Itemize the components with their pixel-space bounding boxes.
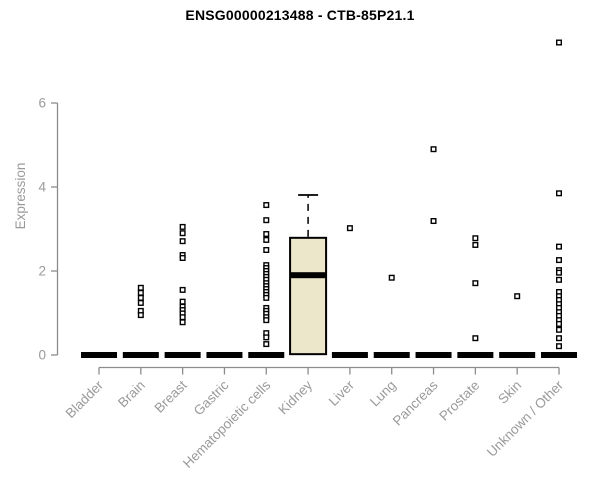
- data-point: [179, 254, 186, 261]
- data-point: [555, 190, 562, 197]
- data-point: [263, 231, 270, 238]
- data-point: [179, 230, 186, 237]
- data-point: [179, 238, 186, 245]
- data-point: [514, 293, 521, 300]
- collapsed-box: [122, 352, 159, 358]
- data-point: [430, 146, 437, 153]
- data-point: [137, 299, 144, 306]
- chart-title: ENSG00000213488 - CTB-85P21.1: [185, 7, 415, 23]
- x-category-label: Gastric: [191, 377, 232, 418]
- y-tick-label: 6: [38, 96, 46, 111]
- data-point: [555, 276, 562, 283]
- y-tick-label: 0: [38, 348, 46, 363]
- collapsed-box: [206, 352, 243, 358]
- collapsed-box: [164, 352, 201, 358]
- data-point: [263, 236, 270, 243]
- data-point: [179, 223, 186, 230]
- data-point: [555, 269, 562, 276]
- data-point: [179, 319, 186, 326]
- data-point: [263, 317, 270, 324]
- y-tick-label: 2: [38, 264, 46, 279]
- x-category-label: Liver: [326, 377, 358, 409]
- collapsed-box: [248, 352, 285, 358]
- x-category-label: Prostate: [436, 378, 482, 424]
- data-point: [179, 298, 186, 305]
- collapsed-box: [81, 352, 117, 358]
- collapsed-box: [457, 352, 494, 358]
- data-point: [555, 39, 562, 46]
- data-point: [263, 334, 270, 341]
- data-point: [263, 202, 270, 209]
- data-point: [346, 225, 353, 232]
- data-point: [472, 335, 479, 342]
- collapsed-box: [373, 352, 410, 358]
- collapsed-box: [331, 352, 368, 358]
- y-tick-label: 4: [38, 180, 46, 195]
- data-point: [555, 326, 562, 333]
- data-point: [263, 294, 270, 301]
- x-category-label: Kidney: [275, 377, 315, 417]
- data-point: [137, 284, 144, 291]
- x-category-label: Unknown / Other: [484, 377, 567, 460]
- y-axis-title: Expression: [13, 163, 28, 230]
- x-category-label: Breast: [152, 377, 190, 415]
- data-point: [137, 289, 144, 296]
- x-category-label: Bladder: [63, 377, 107, 421]
- data-point: [472, 280, 479, 287]
- data-point: [263, 217, 270, 224]
- data-point: [555, 320, 562, 327]
- data-point: [555, 257, 562, 264]
- data-point: [555, 343, 562, 350]
- collapsed-box: [415, 352, 452, 358]
- data-point: [555, 243, 562, 250]
- data-point: [472, 241, 479, 248]
- data-point: [179, 314, 186, 321]
- box: [289, 236, 328, 356]
- data-point: [472, 235, 479, 242]
- collapsed-box: [540, 352, 577, 358]
- data-point: [263, 246, 270, 253]
- data-point: [137, 312, 144, 319]
- data-point: [263, 341, 270, 348]
- median-line: [290, 272, 327, 279]
- x-category-label: Brain: [115, 378, 148, 411]
- data-point: [388, 274, 395, 281]
- x-category-label: Skin: [495, 378, 524, 407]
- x-category-label: Lung: [367, 378, 399, 410]
- x-category-label: Pancreas: [390, 377, 441, 428]
- data-point: [179, 286, 186, 293]
- data-point: [555, 335, 562, 342]
- data-point: [137, 294, 144, 301]
- data-point: [430, 218, 437, 225]
- collapsed-box: [499, 352, 536, 358]
